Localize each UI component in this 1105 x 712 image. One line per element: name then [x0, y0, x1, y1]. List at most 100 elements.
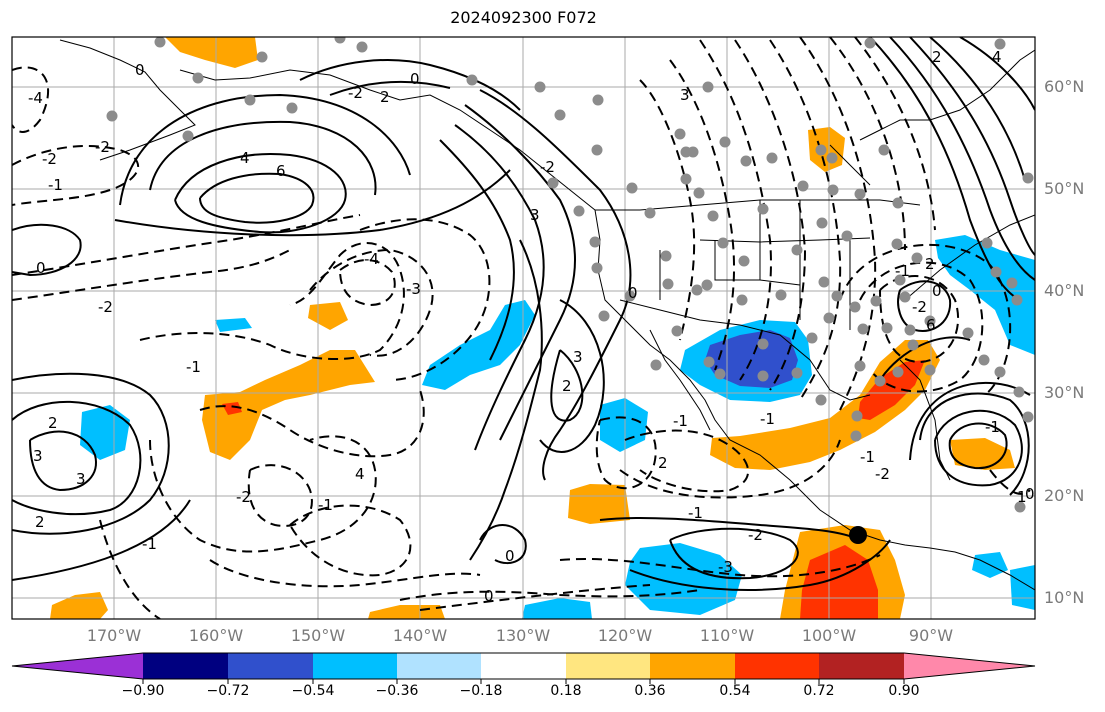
colorbar-segment	[819, 653, 904, 679]
lat-label: 60°N	[1044, 77, 1085, 96]
contour-label: -2	[912, 298, 927, 316]
contour-label: -1	[48, 176, 63, 194]
contour-label: -2	[95, 138, 110, 156]
contour-label: -1	[688, 504, 703, 522]
colorbar-tick-label: −0.90	[121, 683, 165, 699]
colorbar-tick-label: −0.72	[206, 683, 250, 699]
lat-label: 20°N	[1044, 486, 1085, 505]
contour-label: -2	[236, 488, 251, 506]
lon-label: 90°W	[908, 626, 954, 645]
colorbar-segment	[228, 653, 313, 679]
map-frame	[11, 36, 1036, 620]
contour-label: -2	[348, 84, 363, 102]
lon-label: 120°W	[597, 626, 653, 645]
shade-negative	[1010, 565, 1035, 610]
contour-label: 3	[33, 447, 43, 465]
lon-label: 150°W	[290, 626, 346, 645]
contour-label: -1	[142, 535, 157, 553]
contour-label: -2	[98, 298, 113, 316]
colorbar-tick-label: −0.54	[291, 683, 335, 699]
shade-strong	[858, 360, 925, 420]
contour-label: 6	[926, 316, 936, 334]
shade-negative	[422, 300, 535, 390]
lon-label: 130°W	[495, 626, 551, 645]
contour-label: -3	[406, 280, 421, 298]
colorbar-tick-label: 0.90	[888, 683, 920, 699]
colorbar-tick-label: −0.36	[375, 683, 419, 699]
station-markers	[106, 37, 1034, 513]
contour-label: 2	[562, 377, 572, 395]
contour-label: 0	[36, 259, 46, 277]
contour-label: -4	[28, 89, 43, 107]
lon-label: 160°W	[188, 626, 244, 645]
contour-label: -1	[985, 418, 1000, 436]
contour-label: 2	[658, 454, 668, 472]
contour-label: 2	[35, 513, 45, 531]
lat-label: 40°N	[1044, 281, 1085, 300]
colorbar-tick-label: 0.72	[803, 683, 835, 699]
dashed-contours	[12, 37, 1031, 619]
lat-label: 50°N	[1044, 179, 1085, 198]
colorbar-tick-label: 0.36	[634, 683, 666, 699]
contour-label: 0	[410, 70, 420, 88]
lon-label: 100°W	[801, 626, 857, 645]
lon-label: 140°W	[392, 626, 448, 645]
colorbar-tick-label: −0.18	[459, 683, 503, 699]
shade-positive	[165, 37, 258, 68]
contour-label: 3	[530, 206, 540, 224]
colorbar-tick-label: 0.54	[719, 683, 751, 699]
solid-contours	[12, 37, 1035, 591]
contour-label: -1	[318, 496, 333, 514]
contour-label: 4	[992, 48, 1002, 66]
contour-label: -4	[364, 250, 379, 268]
colorbar-segment	[566, 653, 650, 679]
contour-labels: -4 -2 -2 -1 0 -1 -2 2 3 4 6 0 -4 -3 -2 -…	[28, 48, 1027, 605]
contour-label: 2	[48, 414, 58, 432]
shading-layer	[50, 37, 1035, 619]
lat-label: 10°N	[1044, 588, 1085, 607]
colorbar-segment	[12, 653, 143, 679]
colorbar	[11, 652, 1036, 684]
colorbar-segment	[904, 653, 1035, 679]
contour-label: 0	[484, 587, 494, 605]
shade-positive	[710, 340, 940, 470]
shade-strong	[222, 402, 242, 415]
colorbar-segment	[481, 653, 566, 679]
colorbar-tick-label: 0.18	[550, 683, 582, 699]
shade-negative	[600, 398, 648, 452]
colorbar-segment	[143, 653, 228, 679]
contour-label: 0	[505, 547, 515, 565]
shade-negative	[80, 405, 130, 460]
contour-label: -2	[748, 526, 763, 544]
shade-negative	[625, 543, 742, 615]
contour-label: 2	[380, 88, 390, 106]
shade-positive	[50, 592, 108, 619]
colorbar-segment	[397, 653, 481, 679]
colorbar-segment	[735, 653, 819, 679]
contour-label: 4	[355, 465, 365, 483]
contour-label: 4	[240, 149, 250, 167]
shade-negative-strong	[705, 330, 798, 388]
contour-label: 2	[932, 48, 942, 66]
contour-label: 1	[1017, 488, 1027, 506]
lon-label: 170°W	[86, 626, 142, 645]
storm-center-marker	[849, 526, 867, 544]
chart-title: 2024092300 F072	[450, 8, 597, 27]
contour-label: 3	[76, 470, 86, 488]
colorbar-segment	[313, 653, 397, 679]
lon-label: 110°W	[699, 626, 755, 645]
shade-negative	[522, 598, 592, 619]
contour-label: 6	[276, 162, 286, 180]
shade-positive	[202, 350, 375, 460]
shade-positive	[568, 484, 630, 524]
shade-negative	[215, 318, 252, 332]
contour-label: -1	[186, 358, 201, 376]
contour-label: 3	[680, 86, 690, 104]
contour-label: -2	[42, 150, 57, 168]
lat-label: 30°N	[1044, 383, 1085, 402]
colorbar-segment	[650, 653, 735, 679]
shade-strong	[800, 545, 878, 619]
contour-label: -3	[718, 558, 733, 576]
contour-label: -1	[673, 412, 688, 430]
